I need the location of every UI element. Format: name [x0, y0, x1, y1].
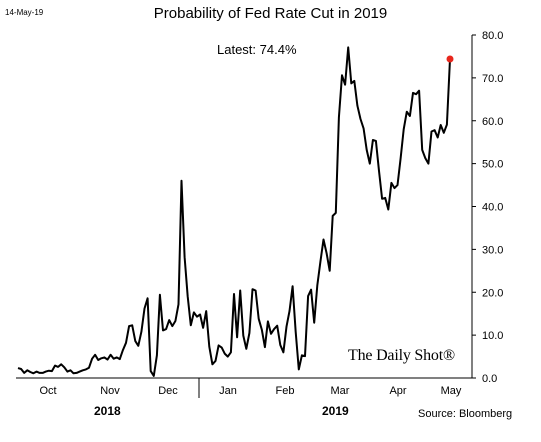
- chart-title: Probability of Fed Rate Cut in 2019: [153, 5, 388, 22]
- x-tick-label: May: [441, 385, 462, 397]
- x-tick-label: Oct: [39, 385, 56, 397]
- y-tick-label: 70.0: [482, 73, 503, 85]
- date-label: 14-May-19: [5, 8, 44, 17]
- source-label: Source: Bloomberg: [418, 408, 513, 420]
- y-axis: 0.0 10.0 20.0 30.0 40.0 50.0 60.0 70.0 80.0: [471, 30, 503, 385]
- latest-annotation: Latest: 74.4%: [217, 42, 297, 57]
- latest-point-marker: [446, 55, 454, 63]
- x-tick-label: Mar: [331, 385, 350, 397]
- y-tick-label: 80.0: [482, 30, 503, 42]
- x-tick-label: Feb: [276, 385, 295, 397]
- x-axis: Oct Nov Dec Jan Feb Mar Apr May: [16, 377, 472, 398]
- y-tick-label: 10.0: [482, 330, 503, 342]
- x-tick-label: Dec: [158, 385, 178, 397]
- y-tick-label: 0.0: [482, 373, 497, 385]
- probability-series-line: [17, 46, 451, 377]
- x-tick-label: Nov: [100, 385, 120, 397]
- x-tick-label: Apr: [389, 385, 406, 397]
- y-tick-label: 20.0: [482, 287, 503, 299]
- year-label-2019: 2019: [322, 404, 349, 418]
- y-tick-label: 30.0: [482, 244, 503, 256]
- y-tick-label: 50.0: [482, 159, 503, 171]
- brand-watermark: The Daily Shot®: [348, 347, 455, 364]
- y-tick-label: 60.0: [482, 116, 503, 128]
- x-tick-label: Jan: [219, 385, 237, 397]
- year-label-2018: 2018: [94, 404, 121, 418]
- y-tick-label: 40.0: [482, 202, 503, 214]
